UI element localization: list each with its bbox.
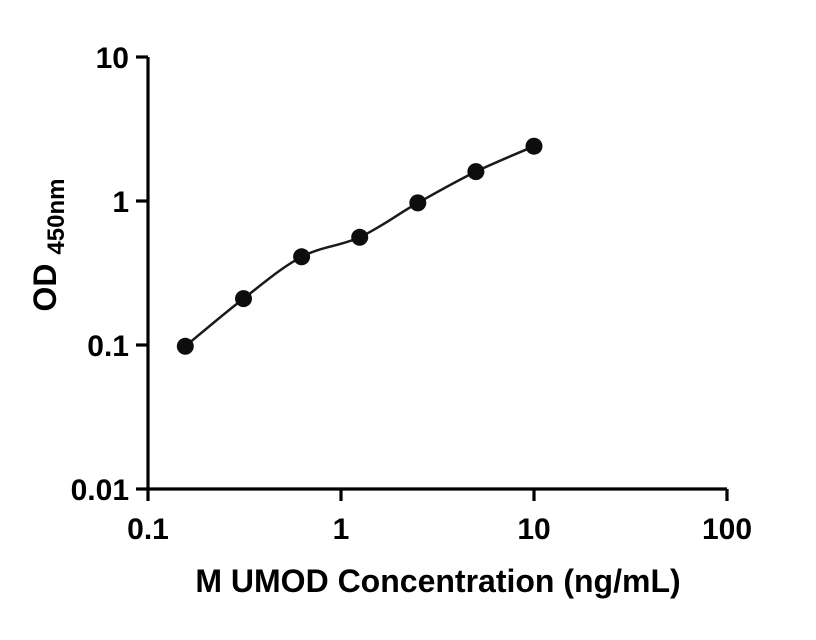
data-point xyxy=(176,337,194,355)
axis-ticks xyxy=(136,55,729,501)
x-tick-label: 100 xyxy=(702,513,752,546)
x-tick-label: 10 xyxy=(517,513,550,546)
y-axis-title-subscript: 450nm xyxy=(43,179,70,255)
x-tick-label: 0.1 xyxy=(127,513,169,546)
x-axis-title: M UMOD Concentration (ng/mL) xyxy=(195,563,680,599)
data-point xyxy=(293,248,311,266)
y-tick-label: 1 xyxy=(112,186,129,219)
y-tick-label: 0.1 xyxy=(87,330,129,363)
axis-tick-labels: 0.1 1 10 100 0.01 0.1 1 10 xyxy=(71,42,752,546)
x-tick-label: 1 xyxy=(333,513,350,546)
data-point xyxy=(235,290,252,308)
y-tick-label: 10 xyxy=(96,42,129,75)
data-point xyxy=(351,228,369,246)
data-point xyxy=(467,163,485,181)
data-points xyxy=(176,137,543,355)
y-axis-title-main: OD xyxy=(27,263,63,311)
y-axis-title: OD 450nm xyxy=(27,179,70,312)
y-tick-label: 0.01 xyxy=(71,474,129,507)
axis-lines xyxy=(146,57,727,491)
data-point xyxy=(525,137,543,155)
data-point xyxy=(409,194,427,212)
